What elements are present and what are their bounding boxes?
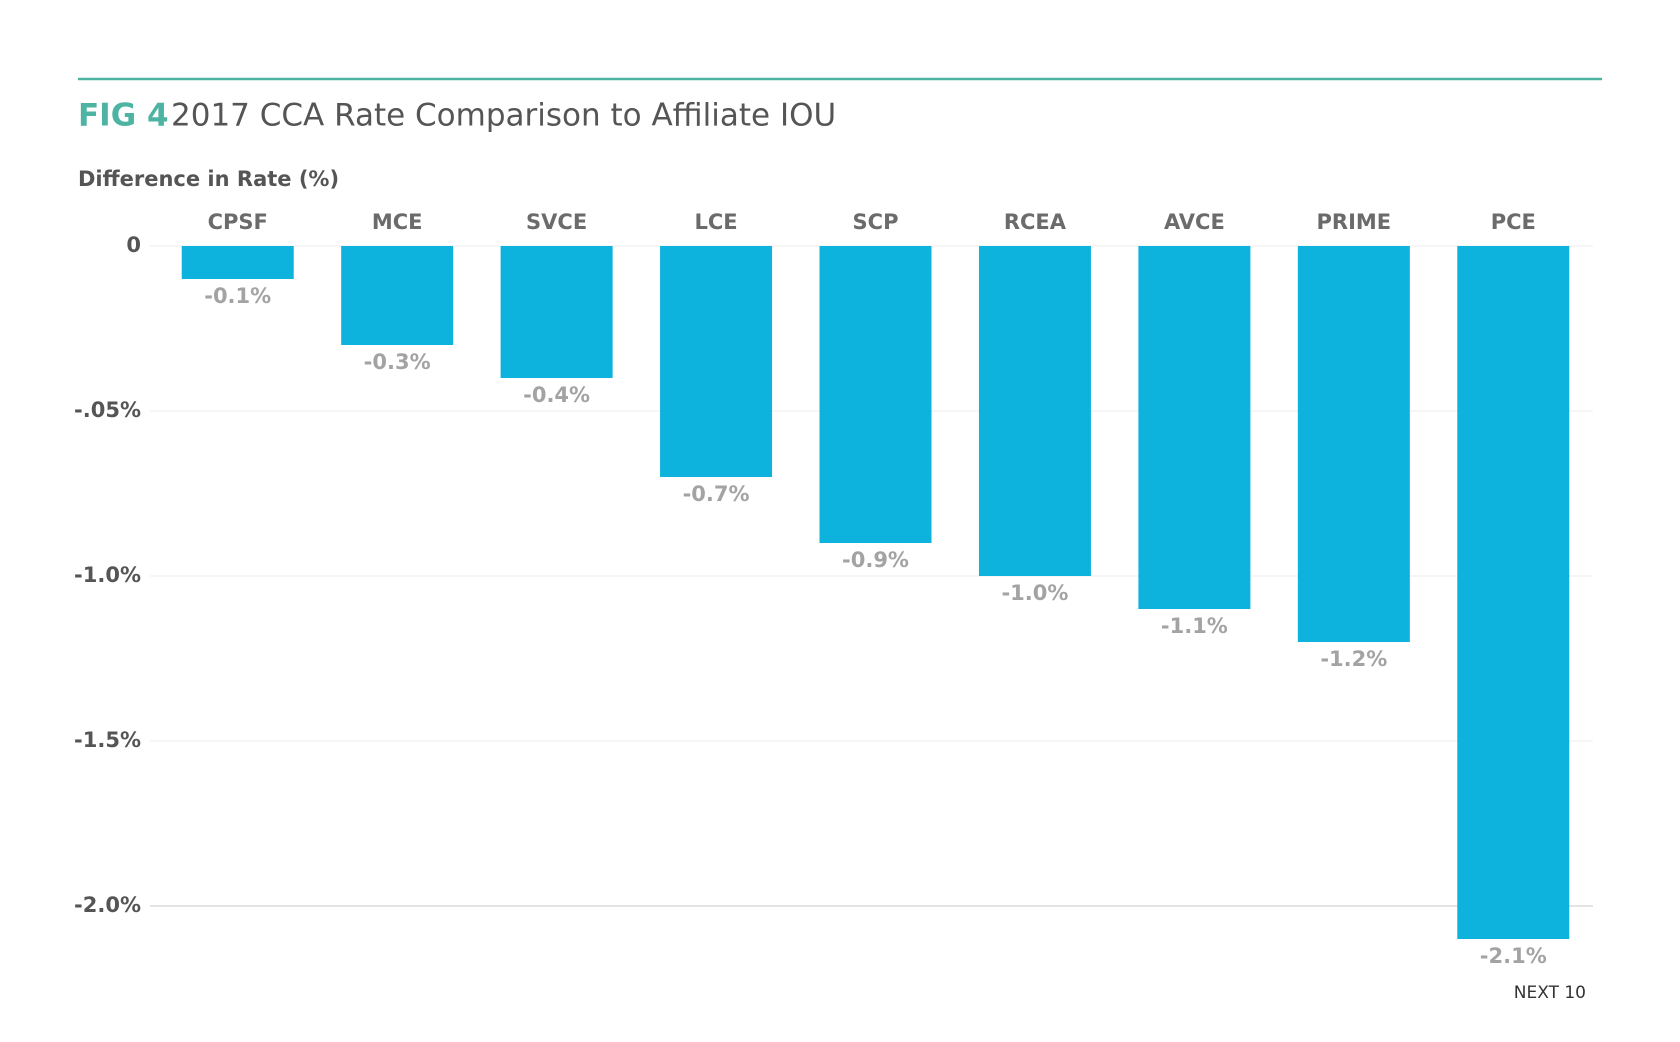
bar xyxy=(1138,246,1251,609)
y-tick-label: 0 xyxy=(126,233,141,257)
x-tick-label: PRIME xyxy=(1317,210,1392,234)
y-tick-label: -2.0% xyxy=(74,893,141,917)
bar xyxy=(1457,246,1570,939)
chart-title: 2017 CCA Rate Comparison to Affiliate IO… xyxy=(171,98,836,134)
bar xyxy=(1297,246,1410,642)
figure-label: FIG 4 xyxy=(78,98,169,134)
x-tick-label: AVCE xyxy=(1164,210,1225,234)
bar xyxy=(181,246,294,279)
x-tick-label: LCE xyxy=(694,210,737,234)
x-tick-label: SVCE xyxy=(526,210,587,234)
x-tick-label: PCE xyxy=(1491,210,1536,234)
y-tick-label: -1.0% xyxy=(74,563,141,587)
value-label: -0.9% xyxy=(842,548,909,572)
value-label: -1.1% xyxy=(1161,614,1228,638)
x-tick-label: CPSF xyxy=(208,210,268,234)
x-tick-label: RCEA xyxy=(1004,210,1067,234)
value-label: -0.1% xyxy=(204,284,271,308)
x-tick-label: SCP xyxy=(853,210,899,234)
value-label: -1.2% xyxy=(1320,647,1387,671)
value-label: -0.7% xyxy=(683,482,750,506)
y-tick-label: -1.5% xyxy=(74,728,141,752)
value-label: -1.0% xyxy=(1001,581,1068,605)
y-tick-label: -.05% xyxy=(74,398,141,422)
source: NEXT 10 xyxy=(1514,983,1586,1003)
x-tick-label: MCE xyxy=(372,210,423,234)
bar xyxy=(500,246,613,378)
bar xyxy=(660,246,773,477)
value-label: -0.3% xyxy=(364,350,431,374)
bar xyxy=(341,246,454,345)
bar xyxy=(819,246,932,543)
value-label: -0.4% xyxy=(523,383,590,407)
y-axis-label: Difference in Rate (%) xyxy=(78,167,339,191)
value-label: -2.1% xyxy=(1480,944,1547,968)
bar xyxy=(978,246,1091,576)
